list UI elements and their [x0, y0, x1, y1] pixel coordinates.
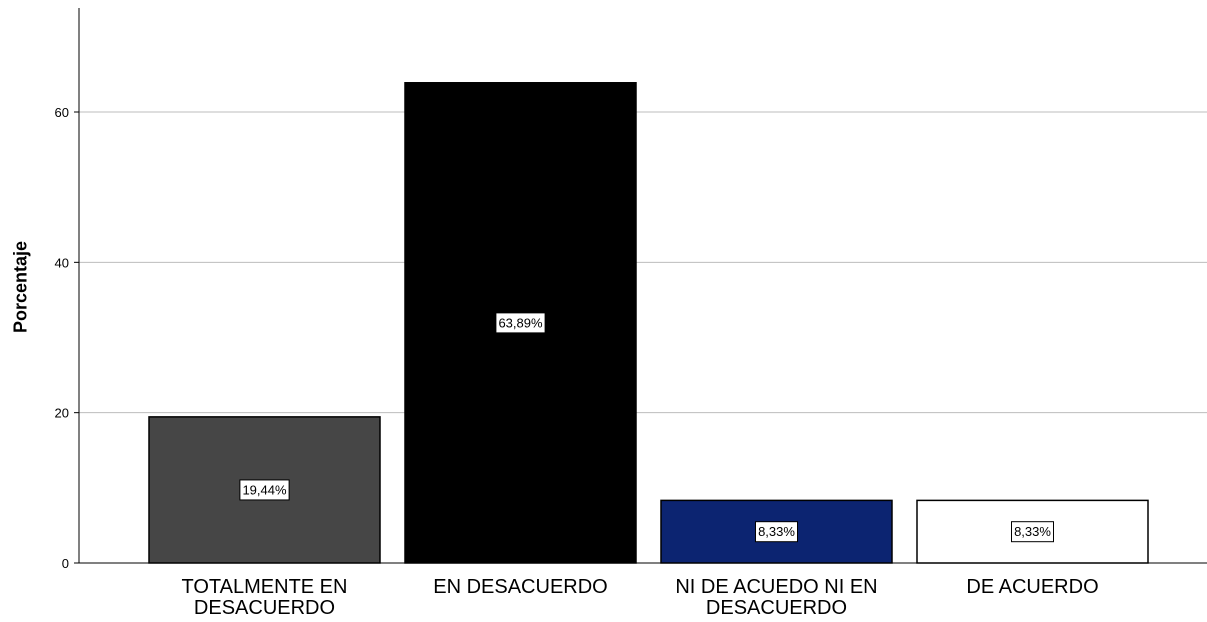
x-tick-label-2: NI DE ACUEDO NI EN DESACUERDO	[675, 576, 877, 619]
data-label-box-0	[239, 479, 290, 501]
x-tick-label-0: TOTALMENTE EN DESACUERDO	[182, 576, 348, 619]
data-label-3: 8,33%	[1014, 524, 1051, 539]
y-tick-label-60: 60	[55, 105, 69, 120]
x-tick-label-3: DE ACUERDO	[966, 576, 1098, 598]
bars	[148, 82, 1149, 564]
data-label-0: 19,44%	[242, 482, 287, 497]
data-label-2: 8,33%	[758, 524, 795, 539]
y-tick-label-20: 20	[55, 406, 69, 421]
data-label-box-2	[755, 521, 798, 543]
data-labels: 19,44% 63,89% 8,33% 8,33%	[239, 312, 1054, 543]
data-label-1: 63,89%	[498, 315, 543, 330]
data-label-box-3	[1011, 521, 1054, 543]
y-tick-label-40: 40	[55, 255, 69, 270]
y-tick-label-0: 0	[62, 556, 69, 571]
axes: 0 20 40 60 TOTALMENTE EN DESACUERDO EN DESACUE…	[55, 8, 1207, 619]
gridlines	[79, 111, 1207, 414]
x-tick-label-1: EN DESACUERDO	[433, 576, 607, 598]
data-label-box-1	[495, 312, 546, 334]
